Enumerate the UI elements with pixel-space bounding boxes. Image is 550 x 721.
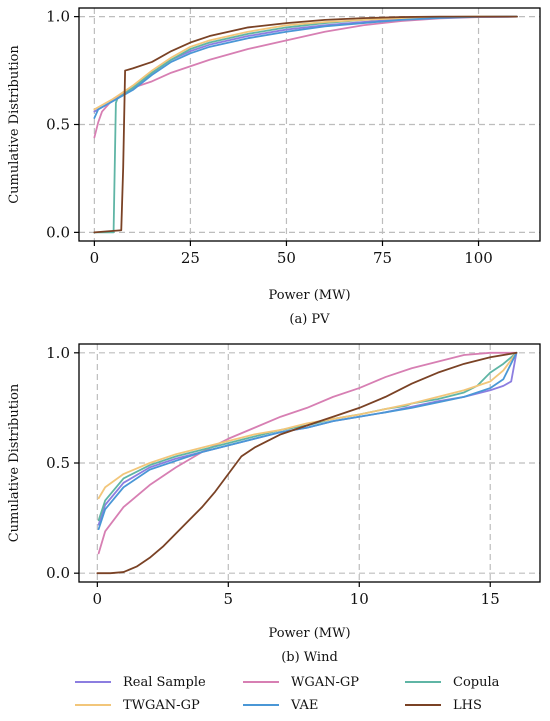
pv-xtick-label-25: 25 bbox=[181, 249, 200, 267]
wind-x-axis-label: Power (MW) bbox=[268, 626, 350, 641]
wind-xtick-label-15: 15 bbox=[481, 590, 500, 608]
wind-xtick-label-0: 0 bbox=[93, 590, 103, 608]
pv-caption: (a) PV bbox=[289, 312, 330, 327]
pv-series-wgan-gp bbox=[93, 15, 518, 139]
legend-label-vae: VAE bbox=[290, 698, 318, 713]
pv-xtick-label-100: 100 bbox=[464, 249, 493, 267]
pv-y-axis-label: Cumulative Distribution bbox=[7, 45, 22, 204]
legend-label-twgan-gp: TWGAN-GP bbox=[123, 698, 200, 713]
chart-pv: 0 25 50 75 100 0.0 0.5 1.0 Power (MW) Cumulative … bbox=[7, 7, 541, 327]
chart-wind: 0 5 10 15 0.0 0.5 1.0 Power (MW) Cumulative Dist… bbox=[7, 343, 541, 665]
pv-xtick-label-0: 0 bbox=[90, 249, 100, 267]
wind-y-axis-label: Cumulative Distribution bbox=[7, 383, 22, 542]
wind-series-vae bbox=[97, 351, 518, 531]
legend-label-wgan-gp: WGAN-GP bbox=[291, 675, 359, 690]
wind-series-twgan-gp bbox=[97, 351, 518, 500]
legend-label-copula: Copula bbox=[453, 675, 500, 690]
wind-ytick-label-1-0: 1.0 bbox=[46, 344, 70, 362]
pv-ytick-label-0-5: 0.5 bbox=[46, 116, 70, 134]
wind-series-lhs bbox=[96, 351, 518, 575]
pv-ytick-label-0-0: 0.0 bbox=[46, 223, 70, 241]
pv-ytick-label-1-0: 1.0 bbox=[46, 8, 70, 26]
wind-series-copula bbox=[97, 351, 518, 522]
wind-xtick-label-5: 5 bbox=[224, 590, 234, 608]
pv-series-vae bbox=[93, 15, 518, 119]
pv-series-lhs bbox=[93, 15, 518, 234]
legend-label-lhs: LHS bbox=[453, 698, 482, 713]
pv-series-twgan-gp bbox=[93, 15, 518, 111]
pv-series-real-sample bbox=[93, 15, 518, 113]
pv-x-axis-label: Power (MW) bbox=[268, 288, 350, 303]
wind-caption: (b) Wind bbox=[281, 650, 338, 665]
pv-xtick-label-75: 75 bbox=[373, 249, 392, 267]
legend-label-real-sample: Real Sample bbox=[123, 675, 206, 690]
wind-series-real-sample bbox=[97, 351, 518, 526]
legend: Real Sample WGAN-GP Copula TWGAN-GP VAE LHS bbox=[75, 675, 500, 713]
pv-xtick-label-50: 50 bbox=[277, 249, 296, 267]
wind-ytick-label-0-5: 0.5 bbox=[46, 454, 70, 472]
wind-xtick-label-10: 10 bbox=[350, 590, 369, 608]
wind-ytick-label-0-0: 0.0 bbox=[46, 564, 70, 582]
wind-series-wgan-gp bbox=[97, 351, 518, 555]
